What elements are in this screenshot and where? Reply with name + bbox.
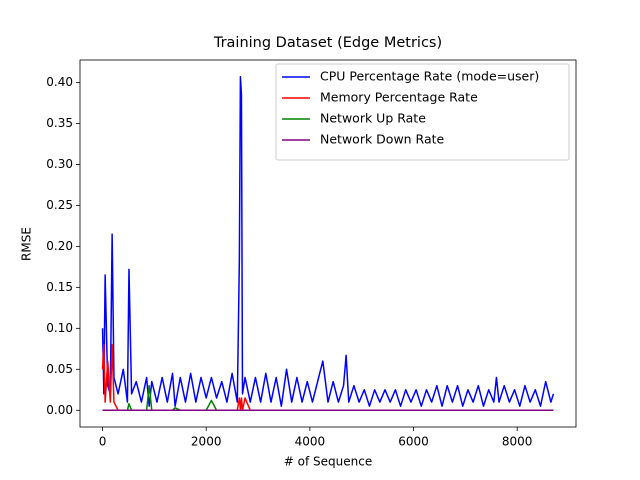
x-tick-label: 6000 (398, 435, 429, 449)
y-tick-label: 0.30 (46, 157, 73, 171)
y-tick-label: 0.20 (46, 239, 73, 253)
x-tick-label: 2000 (191, 435, 222, 449)
x-tick-label: 8000 (502, 435, 533, 449)
y-tick-label: 0.10 (46, 321, 73, 335)
legend-label: Network Down Rate (320, 132, 445, 147)
legend-label: CPU Percentage Rate (mode=user) (320, 69, 539, 84)
x-tick-label: 0 (99, 435, 107, 449)
x-tick-label: 4000 (295, 435, 326, 449)
legend-frame (275, 63, 570, 161)
y-tick-label: 0.40 (46, 75, 73, 89)
legend-label: Network Up Rate (320, 111, 426, 126)
x-axis-label: # of Sequence (284, 455, 372, 469)
legend: CPU Percentage Rate (mode=user) Memory Pe… (275, 63, 570, 161)
y-axis-label: RMSE (20, 227, 34, 261)
legend-label: Memory Percentage Rate (320, 90, 478, 105)
y-tick-label: 0.00 (46, 403, 73, 417)
axes-frame (79, 59, 577, 428)
y-tick-label: 0.25 (46, 198, 73, 212)
series-line (101, 75, 555, 407)
y-tick-label: 0.15 (46, 280, 73, 294)
chart-title: Training Dataset (Edge Metrics) (213, 35, 442, 51)
y-tick-label: 0.05 (46, 362, 73, 376)
y-tick-label: 0.35 (46, 116, 73, 130)
